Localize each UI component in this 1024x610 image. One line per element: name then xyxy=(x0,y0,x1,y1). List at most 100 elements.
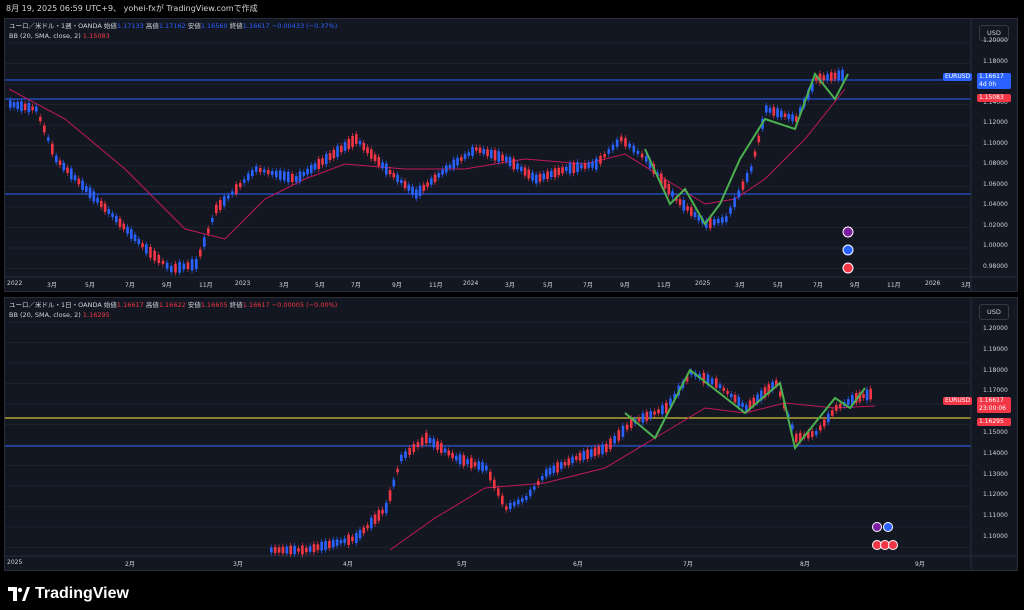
candle-body xyxy=(251,170,254,176)
candle-body xyxy=(630,418,633,428)
open-value: 1.16617 xyxy=(116,301,144,309)
candle-body xyxy=(347,534,350,545)
candle-body xyxy=(62,162,66,171)
currency-button[interactable]: USD xyxy=(979,25,1009,41)
candle-body xyxy=(640,153,644,158)
candle-body xyxy=(100,200,103,208)
daily-chart-panel[interactable]: ユーロ／米ドル・1日・OANDA 始値1.16617 高値1.16622 安値1… xyxy=(4,297,1018,571)
bb-legend[interactable]: BB (20, SMA, close, 2) 1.15083 xyxy=(9,32,110,41)
bb-legend[interactable]: BB (20, SMA, close, 2) 1.16295 xyxy=(9,311,110,320)
candle-body xyxy=(775,380,778,386)
candle-body xyxy=(706,374,710,385)
candle-body xyxy=(316,544,320,551)
candle-body xyxy=(556,462,559,473)
high-label: 高値 xyxy=(145,22,159,30)
candle-body xyxy=(765,105,768,113)
symbol-tag: EURUSD xyxy=(943,397,973,405)
candle-body xyxy=(335,539,339,546)
candle-body xyxy=(170,265,173,273)
candle-body xyxy=(568,163,572,174)
high-value: 1.17162 xyxy=(158,22,186,30)
candle-body xyxy=(55,155,58,163)
time-label: 7月 xyxy=(125,282,135,289)
candle-body xyxy=(485,465,488,471)
close-label: 終値 xyxy=(229,301,243,309)
countdown: 4d 0h xyxy=(979,81,997,88)
candle-body xyxy=(586,449,589,459)
candle-body xyxy=(493,149,497,161)
tradingview-logo[interactable]: TradingView xyxy=(8,582,129,606)
candle-body xyxy=(418,185,422,197)
time-label: 5月 xyxy=(773,282,783,289)
daily-chart-canvas[interactable] xyxy=(5,298,1017,570)
candle-body xyxy=(373,514,377,524)
candle-body xyxy=(690,371,693,375)
close-value: 1.16617 xyxy=(242,301,270,309)
candle-body xyxy=(772,107,776,116)
candle-body xyxy=(339,540,343,544)
candle-body xyxy=(443,448,447,453)
candle-body xyxy=(717,218,720,224)
candle-body xyxy=(70,168,73,180)
candle-body xyxy=(841,69,844,80)
candle-body xyxy=(478,147,482,153)
candle-body xyxy=(827,413,830,423)
time-label: 3月 xyxy=(735,282,745,289)
candle-body xyxy=(343,142,347,151)
candle-body xyxy=(481,462,484,472)
candle-body xyxy=(77,178,81,185)
candle-body xyxy=(445,165,448,173)
candle-body xyxy=(385,502,388,514)
candle-body xyxy=(489,471,492,481)
candle-body xyxy=(737,396,741,407)
candle-body xyxy=(381,509,384,514)
high-label: 高値 xyxy=(145,301,159,309)
countdown: 23:00:06 xyxy=(979,405,1006,412)
candle-body xyxy=(822,75,826,81)
candle-body xyxy=(362,527,366,534)
brand-name: TradingView xyxy=(35,585,129,602)
candle-body xyxy=(512,158,516,170)
candle-body xyxy=(521,498,524,502)
candle-body xyxy=(523,167,527,176)
swing-line xyxy=(644,71,849,226)
candle-body xyxy=(343,538,347,543)
price-label: 1.10000 xyxy=(983,139,1008,147)
candle-body xyxy=(729,207,732,214)
candle-body xyxy=(279,170,282,180)
candle-body xyxy=(553,168,557,178)
time-label: 2026 xyxy=(925,280,941,287)
candle-body xyxy=(697,214,701,221)
weekly-chart-panel[interactable]: ユーロ／米ドル・1週・OANDA 始値1.17133 高値1.17162 安値1… xyxy=(4,18,1018,292)
candle-body xyxy=(73,175,77,181)
swing-line xyxy=(624,368,866,451)
candle-body xyxy=(641,413,645,423)
currency-button[interactable]: USD xyxy=(979,304,1009,320)
candle-body xyxy=(328,540,331,549)
price-label: 1.17000 xyxy=(983,387,1008,395)
candle-body xyxy=(111,213,114,218)
candle-body xyxy=(58,160,62,166)
candle-body xyxy=(620,136,623,142)
weekly-chart-canvas[interactable] xyxy=(5,19,1017,291)
candle-body xyxy=(267,170,270,174)
candle-body xyxy=(466,459,469,465)
candle-body xyxy=(830,72,833,81)
time-label: 2024 xyxy=(463,280,479,287)
time-label: 9月 xyxy=(162,282,172,289)
candle-body xyxy=(458,454,462,465)
candle-body xyxy=(865,389,869,401)
candle-body xyxy=(520,166,523,172)
candle-body xyxy=(428,437,432,444)
candle-body xyxy=(320,541,323,551)
candle-body xyxy=(388,170,392,175)
symbol-tag: EURUSD xyxy=(943,73,973,81)
candle-body xyxy=(851,394,854,406)
price-label: 1.10000 xyxy=(983,533,1008,540)
open-label: 始値 xyxy=(103,22,117,30)
candle-body xyxy=(862,394,865,398)
price-label: 1.02000 xyxy=(983,221,1008,229)
candle-body xyxy=(605,443,608,453)
candle-body xyxy=(477,461,481,470)
candle-body xyxy=(831,410,834,416)
